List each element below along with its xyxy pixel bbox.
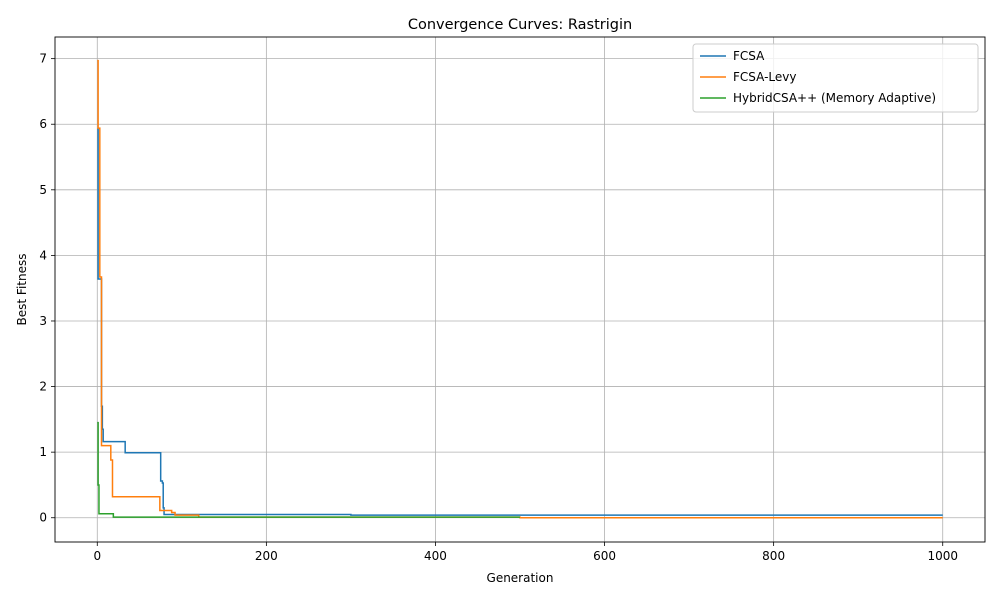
x-tick-label: 200 — [255, 549, 278, 563]
x-tick-label: 400 — [424, 549, 447, 563]
series-lines — [97, 59, 943, 519]
y-tick-label: 3 — [39, 314, 47, 328]
y-axis-label: Best Fitness — [15, 254, 29, 326]
x-tick-label: 1000 — [927, 549, 958, 563]
y-tick-label: 4 — [39, 248, 47, 262]
x-tick-label: 800 — [762, 549, 785, 563]
x-tick-label: 0 — [93, 549, 101, 563]
y-tick-label: 0 — [39, 511, 47, 525]
chart-title: Convergence Curves: Rastrigin — [408, 17, 632, 33]
y-tick-label: 6 — [39, 117, 47, 131]
series-line-3 — [97, 421, 520, 518]
legend-label-3: HybridCSA++ (Memory Adaptive) — [733, 91, 936, 105]
grid — [55, 37, 985, 542]
y-tick-label: 7 — [39, 52, 47, 66]
legend-box — [692, 43, 979, 113]
y-tick-label: 1 — [39, 445, 47, 459]
axis-ticks: 0 200 400 600 800 1000 0 1 2 3 4 5 6 7 — [39, 52, 958, 563]
legend-label-1: FCSA — [733, 49, 765, 63]
legend-label-2: FCSA-Levy — [733, 70, 796, 84]
series-line-2 — [97, 59, 943, 519]
plot-frame — [54, 36, 986, 543]
y-tick-label: 2 — [39, 380, 47, 394]
legend: FCSA FCSA-Levy HybridCSA++ (Memory Adaptiv… — [692, 43, 979, 113]
y-tick-label: 5 — [39, 183, 47, 197]
x-tick-label: 600 — [593, 549, 616, 563]
x-axis-label: Generation — [487, 571, 554, 585]
